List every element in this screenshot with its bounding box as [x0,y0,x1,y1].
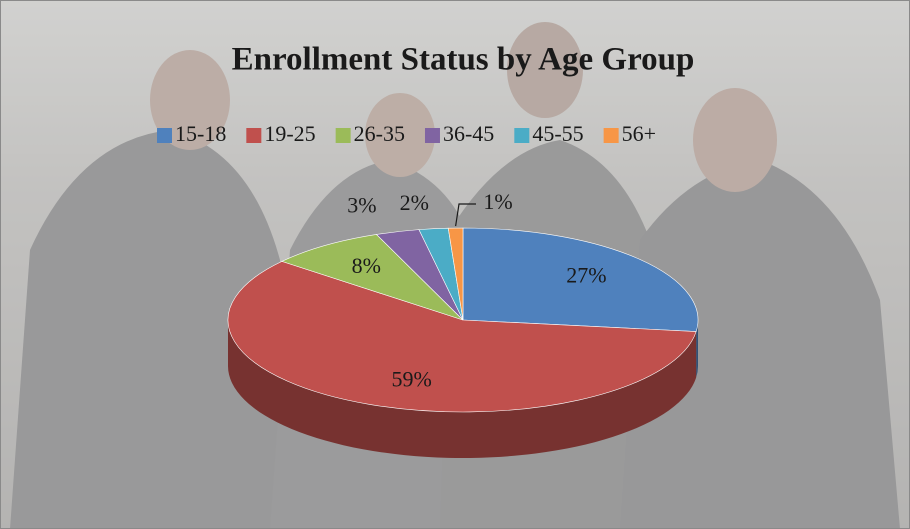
data-label: 3% [347,193,376,218]
legend-label: 56+ [622,121,656,146]
legend-swatch [424,128,440,143]
slice-side [696,320,698,378]
slice-side [228,320,697,459]
legend-swatch [246,128,262,143]
leader-line [455,203,476,227]
data-label: 2% [400,190,429,215]
data-label: 1% [483,189,512,214]
pie-slice [227,261,697,413]
legend-label: 15-18 [175,121,226,146]
data-label: 59% [392,366,432,391]
legend-swatch [514,128,530,143]
legend-label: 45-55 [532,121,583,146]
legend-swatch [157,128,172,143]
pie-slice [462,227,699,332]
legend-label: 26-35 [354,121,405,146]
legend-label: 19-25 [264,121,315,146]
pie-slice [447,227,464,321]
pie-slice [281,234,464,321]
chart-title: Enrollment Status by Age Group [232,42,695,78]
legend-swatch [603,128,619,143]
legend-label: 36-45 [443,121,494,146]
data-label: 27% [566,262,606,287]
legend-swatch [335,128,351,143]
data-label: 8% [352,253,381,278]
